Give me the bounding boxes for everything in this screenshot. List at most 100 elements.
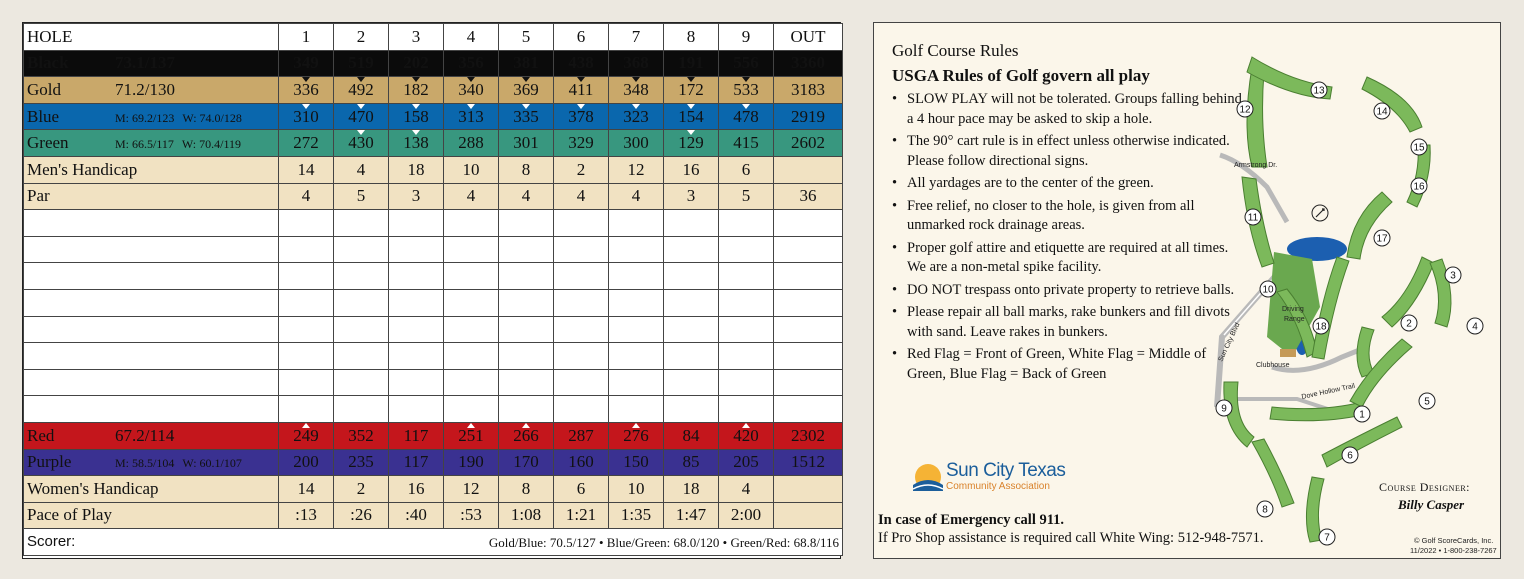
hole-number: 5 <box>498 23 554 51</box>
score-cell[interactable] <box>553 288 609 317</box>
score-cell[interactable] <box>443 288 499 317</box>
score-cell[interactable] <box>553 262 609 290</box>
hole-marker-circle <box>1236 100 1254 118</box>
score-cell[interactable] <box>773 368 843 397</box>
score-cell[interactable] <box>498 342 554 370</box>
score-cell[interactable] <box>23 315 279 344</box>
score-cell[interactable] <box>388 209 444 237</box>
score-cell[interactable] <box>608 342 664 370</box>
score-cell[interactable] <box>663 368 719 397</box>
score-cell[interactable] <box>663 235 719 264</box>
score-cell[interactable] <box>773 342 843 370</box>
score-cell[interactable] <box>443 315 499 344</box>
score-cell[interactable] <box>278 235 334 264</box>
score-cell[interactable] <box>388 315 444 344</box>
score-cell[interactable] <box>608 209 664 237</box>
score-cell[interactable] <box>608 235 664 264</box>
score-cell[interactable] <box>553 368 609 397</box>
score-cell[interactable] <box>773 395 843 423</box>
score-cell[interactable] <box>278 395 334 423</box>
score-cell[interactable] <box>333 235 389 264</box>
score-cell[interactable] <box>443 209 499 237</box>
score-cell[interactable] <box>608 288 664 317</box>
score-cell[interactable] <box>388 235 444 264</box>
score-cell[interactable] <box>663 262 719 290</box>
score-cell[interactable] <box>278 315 334 344</box>
score-cell[interactable] <box>278 209 334 237</box>
score-cell[interactable] <box>663 342 719 370</box>
score-cell[interactable] <box>773 288 843 317</box>
score-cell[interactable] <box>333 395 389 423</box>
score-cell[interactable] <box>23 342 279 370</box>
score-cell[interactable] <box>388 342 444 370</box>
score-cell[interactable] <box>773 235 843 264</box>
score-cell[interactable] <box>23 262 279 290</box>
score-cell[interactable] <box>498 395 554 423</box>
score-cell[interactable] <box>443 262 499 290</box>
score-cell[interactable] <box>23 209 279 237</box>
score-cell[interactable] <box>718 368 774 397</box>
score-cell[interactable] <box>553 395 609 423</box>
score-cell[interactable] <box>663 288 719 317</box>
yardage: 438 <box>553 49 609 78</box>
hole-marker-circle <box>1318 528 1336 546</box>
score-cell[interactable] <box>498 368 554 397</box>
score-cell[interactable] <box>388 368 444 397</box>
hole-marker-number: 3 <box>1450 271 1456 282</box>
score-cell[interactable] <box>498 235 554 264</box>
scorer-cell[interactable]: Scorer: Gold/Blue: 70.5/127 • Blue/Green:… <box>23 528 843 556</box>
score-cell[interactable] <box>498 209 554 237</box>
score-cell[interactable] <box>443 395 499 423</box>
rules-list: SLOW PLAY will not be tolerated. Groups … <box>890 90 1242 387</box>
hole-marker-circle <box>1373 102 1391 120</box>
score-cell[interactable] <box>773 315 843 344</box>
score-cell[interactable] <box>663 209 719 237</box>
pace-of-play-value: 1:47 <box>663 501 719 530</box>
score-cell[interactable] <box>388 395 444 423</box>
score-cell[interactable] <box>333 288 389 317</box>
logo-subtitle: Community Association <box>946 481 1050 492</box>
score-cell[interactable] <box>553 209 609 237</box>
score-cell[interactable] <box>718 395 774 423</box>
score-cell[interactable] <box>498 315 554 344</box>
score-cell[interactable] <box>718 288 774 317</box>
score-cell[interactable] <box>443 368 499 397</box>
score-cell[interactable] <box>278 262 334 290</box>
score-cell[interactable] <box>608 368 664 397</box>
emergency-note: In case of Emergency call 911. <box>878 512 1065 528</box>
score-cell[interactable] <box>718 315 774 344</box>
score-cell[interactable] <box>663 315 719 344</box>
score-cell[interactable] <box>498 262 554 290</box>
score-cell[interactable] <box>443 235 499 264</box>
score-cell[interactable] <box>278 342 334 370</box>
score-cell[interactable] <box>608 262 664 290</box>
score-cell[interactable] <box>23 395 279 423</box>
score-cell[interactable] <box>388 288 444 317</box>
score-cell[interactable] <box>663 395 719 423</box>
score-cell[interactable] <box>388 262 444 290</box>
score-cell[interactable] <box>23 235 279 264</box>
score-cell[interactable] <box>333 209 389 237</box>
score-cell[interactable] <box>773 262 843 290</box>
score-cell[interactable] <box>333 342 389 370</box>
score-cell[interactable] <box>23 368 279 397</box>
score-cell[interactable] <box>333 262 389 290</box>
score-cell[interactable] <box>773 209 843 237</box>
score-cell[interactable] <box>553 315 609 344</box>
score-cell[interactable] <box>718 262 774 290</box>
score-cell[interactable] <box>443 342 499 370</box>
score-cell[interactable] <box>718 342 774 370</box>
score-cell[interactable] <box>553 235 609 264</box>
score-cell[interactable] <box>333 368 389 397</box>
score-cell[interactable] <box>718 235 774 264</box>
score-cell[interactable] <box>553 342 609 370</box>
score-cell[interactable] <box>608 315 664 344</box>
score-cell[interactable] <box>333 315 389 344</box>
score-cell[interactable] <box>718 209 774 237</box>
womens-handicap-value: 16 <box>388 475 444 503</box>
score-cell[interactable] <box>23 288 279 317</box>
score-cell[interactable] <box>278 368 334 397</box>
score-cell[interactable] <box>608 395 664 423</box>
score-cell[interactable] <box>278 288 334 317</box>
score-cell[interactable] <box>498 288 554 317</box>
